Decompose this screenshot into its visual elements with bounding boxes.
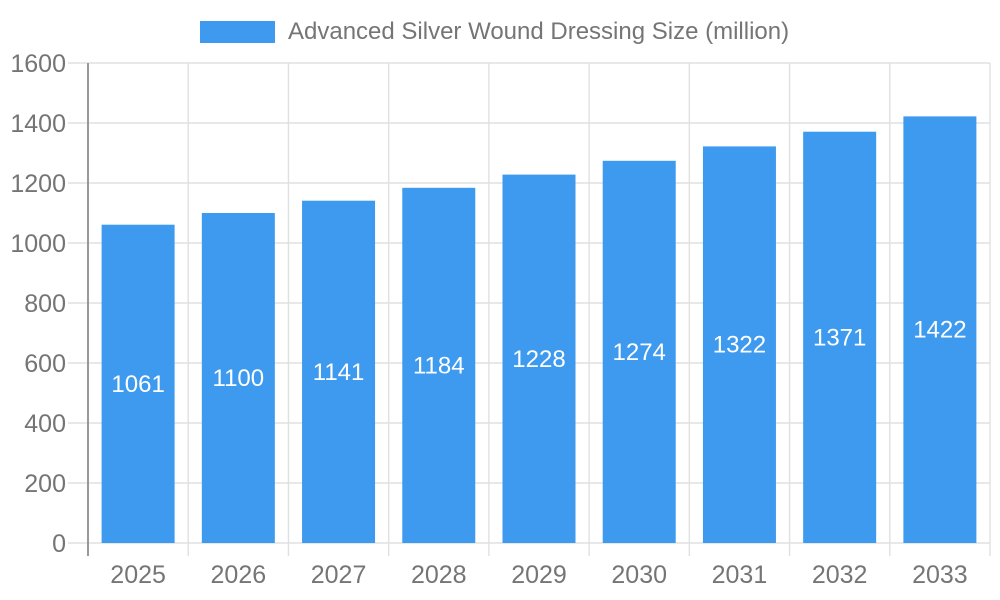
bar-2033[interactable]: [903, 116, 977, 544]
y-axis-tick-label: 600: [24, 350, 66, 378]
y-axis-tick-label: 400: [24, 410, 66, 438]
y-axis-tick-label: 800: [24, 290, 66, 318]
bar-value-label: 1228: [512, 346, 565, 373]
legend-swatch: [200, 21, 275, 43]
x-axis-tick-label: 2029: [511, 561, 567, 589]
bar-value-label: 1061: [111, 371, 164, 398]
bar-value-label: 1184: [413, 352, 465, 379]
x-axis-tick-label: 2031: [712, 561, 768, 589]
x-axis-tick-label: 2032: [812, 561, 868, 589]
bar-2027[interactable]: [302, 200, 376, 543]
bar-value-label: 1371: [813, 324, 866, 351]
x-axis-tick-label: 2028: [411, 561, 467, 589]
bar-value-label: 1322: [713, 332, 766, 359]
y-axis-tick-label: 200: [24, 470, 66, 498]
x-axis-tick-label: 2030: [611, 561, 667, 589]
y-axis-tick-label: 1600: [10, 50, 66, 78]
bar-2031[interactable]: [702, 146, 776, 543]
x-axis-tick-label: 2027: [311, 561, 367, 589]
bar-2030[interactable]: [602, 160, 676, 544]
x-axis-tick-label: 2026: [211, 561, 267, 589]
bar-value-label: 1422: [913, 317, 966, 344]
y-axis-tick-label: 0: [52, 530, 66, 558]
x-axis-tick-label: 2033: [912, 561, 968, 589]
y-axis-tick-label: 1200: [10, 170, 66, 198]
bar-2032[interactable]: [803, 131, 877, 543]
x-axis-tick-label: 2025: [110, 561, 166, 589]
legend-label: Advanced Silver Wound Dressing Size (mil…: [288, 18, 790, 45]
bar-2026[interactable]: [201, 213, 275, 543]
bar-2029[interactable]: [502, 174, 576, 543]
bar-2025[interactable]: [101, 224, 175, 543]
bar-value-label: 1100: [213, 365, 265, 392]
legend-item[interactable]: Advanced Silver Wound Dressing Size (mil…: [200, 20, 789, 44]
y-axis-tick-label: 1000: [10, 230, 66, 258]
bar-value-label: 1274: [613, 339, 666, 366]
bar-2028[interactable]: [402, 187, 476, 544]
bar-value-label: 1141: [313, 359, 365, 386]
y-axis-tick-label: 1400: [10, 110, 66, 138]
